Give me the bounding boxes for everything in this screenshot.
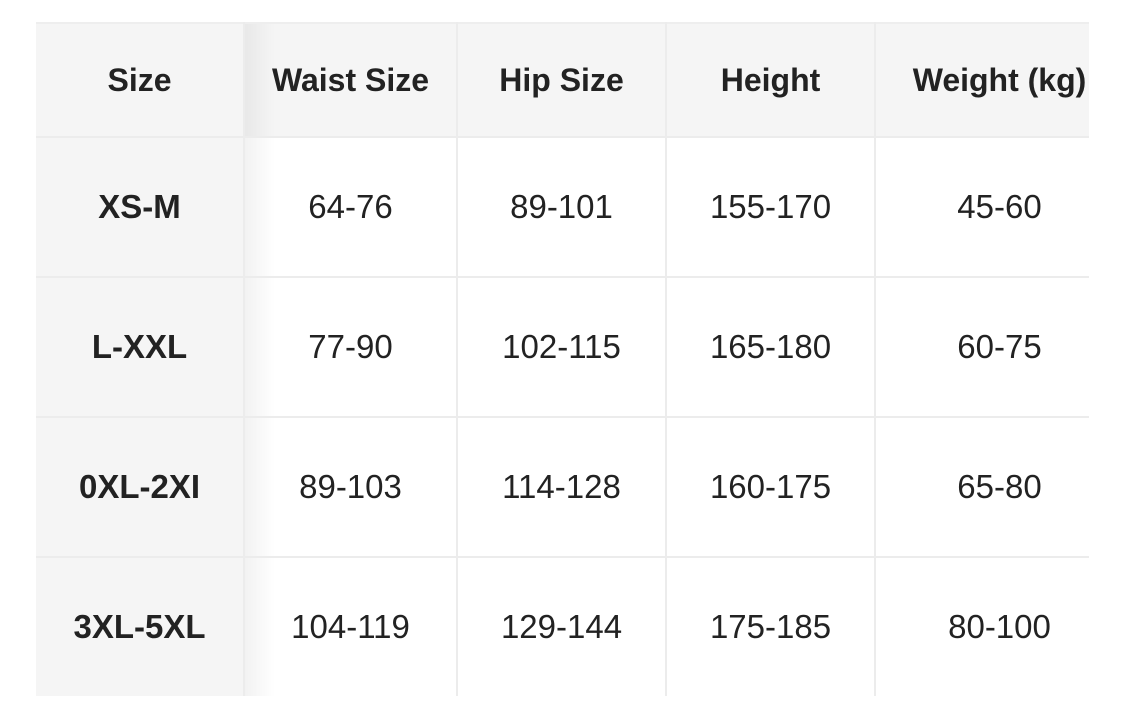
height-cell: 165-180 bbox=[665, 276, 876, 418]
height-cell: 155-170 bbox=[665, 136, 876, 278]
size-chart-table: Size Waist Size Hip Size Height Weight (… bbox=[36, 22, 1089, 696]
size-cell: XS-M bbox=[36, 136, 245, 278]
table-row: XS-M 64-76 89-101 155-170 45-60 bbox=[36, 136, 1089, 278]
weight-cell: 65-80 bbox=[874, 416, 1089, 558]
table-row: 3XL-5XL 104-119 129-144 175-185 80-100 bbox=[36, 556, 1089, 696]
hip-cell: 114-128 bbox=[456, 416, 667, 558]
header-height: Height bbox=[665, 22, 876, 138]
height-cell: 175-185 bbox=[665, 556, 876, 696]
weight-cell: 45-60 bbox=[874, 136, 1089, 278]
table-row: 0XL-2XI 89-103 114-128 160-175 65-80 bbox=[36, 416, 1089, 558]
header-hip-size: Hip Size bbox=[456, 22, 667, 138]
hip-cell: 89-101 bbox=[456, 136, 667, 278]
waist-cell: 104-119 bbox=[243, 556, 458, 696]
waist-cell: 64-76 bbox=[243, 136, 458, 278]
header-row: Size Waist Size Hip Size Height Weight (… bbox=[36, 22, 1089, 138]
size-cell: L-XXL bbox=[36, 276, 245, 418]
waist-cell: 77-90 bbox=[243, 276, 458, 418]
size-cell: 0XL-2XI bbox=[36, 416, 245, 558]
weight-cell: 80-100 bbox=[874, 556, 1089, 696]
header-weight: Weight (kg) bbox=[874, 22, 1089, 138]
header-waist-size: Waist Size bbox=[243, 22, 458, 138]
hip-cell: 129-144 bbox=[456, 556, 667, 696]
height-cell: 160-175 bbox=[665, 416, 876, 558]
table-row: L-XXL 77-90 102-115 165-180 60-75 bbox=[36, 276, 1089, 418]
weight-cell: 60-75 bbox=[874, 276, 1089, 418]
waist-cell: 89-103 bbox=[243, 416, 458, 558]
size-chart-table-container[interactable]: Size Waist Size Hip Size Height Weight (… bbox=[36, 22, 1089, 696]
size-cell: 3XL-5XL bbox=[36, 556, 245, 696]
hip-cell: 102-115 bbox=[456, 276, 667, 418]
header-size: Size bbox=[36, 22, 245, 138]
